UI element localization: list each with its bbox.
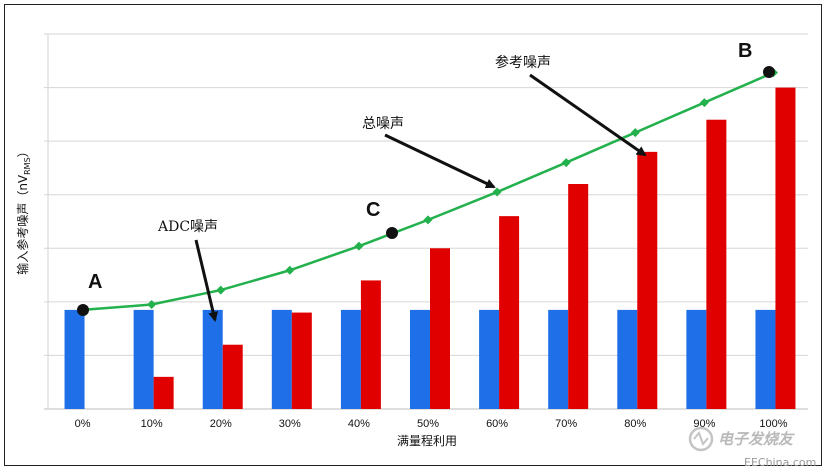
x-tick-label: 30% [279, 418, 301, 430]
annotation-reference-noise: 参考噪声 [495, 54, 551, 71]
total-noise-point [561, 158, 571, 168]
watermark-logo-text: 电子发烧友 [718, 430, 795, 448]
bar-adc-noise [548, 309, 569, 409]
bar-reference-noise [222, 344, 243, 409]
bar-adc-noise [617, 309, 638, 409]
x-tick-label: 50% [417, 418, 439, 430]
x-tick-label: 80% [624, 418, 646, 430]
point-c-label: C [366, 199, 380, 221]
total-noise-point [423, 215, 433, 225]
total-noise-point [699, 98, 709, 108]
bar-reference-noise [291, 312, 312, 409]
y-axis-title-close: ） [16, 145, 30, 157]
bar-adc-noise [133, 309, 154, 409]
x-tick-label: 100% [759, 418, 787, 430]
watermark-logo-icon [688, 426, 714, 452]
point-a-label: A [88, 271, 102, 293]
total-noise-point [492, 187, 502, 197]
annotation-adc-noise: ADC噪声 [157, 219, 218, 235]
bar-adc-noise [340, 309, 361, 409]
bar-reference-noise [775, 87, 796, 410]
y-axis-title-main: 输入参考噪声（nV [15, 174, 30, 275]
arrow-adc-noise [194, 239, 219, 322]
point-b-marker [763, 66, 775, 78]
x-axis-title: 满量程利用 [397, 433, 457, 448]
line-total-noise [82, 71, 774, 312]
x-tick-label: 20% [210, 418, 232, 430]
bar-adc-noise [410, 309, 430, 409]
point-c-marker [386, 227, 398, 239]
bar-adc-noise [755, 309, 776, 409]
x-tick-label: 10% [141, 418, 163, 430]
watermark-logo-wave [693, 431, 709, 446]
bar-adc-noise [271, 309, 292, 409]
x-tick-label: 0% [75, 418, 91, 430]
bar-adc-noise [686, 309, 707, 409]
bar-reference-noise [430, 248, 450, 409]
x-tick-label: 40% [348, 418, 370, 430]
bar-adc-noise [202, 309, 223, 409]
arrow-total-noise [384, 133, 496, 189]
point-a-marker [77, 304, 89, 316]
total-noise-point [216, 285, 226, 295]
x-tick-label: 70% [555, 418, 577, 430]
y-axis-title-sub: RMS [23, 157, 32, 175]
y-axis-title: 输入参考噪声（nVRMS） [15, 145, 32, 274]
total-noise-point [630, 128, 640, 138]
point-b-label: B [738, 40, 752, 62]
bar-reference-noise [153, 376, 174, 409]
x-tick-label: 60% [486, 418, 508, 430]
watermark-site: EEChina.com [744, 456, 816, 469]
bar-reference-noise [360, 280, 381, 409]
bar-reference-noise [568, 184, 589, 409]
bar-adc-noise [64, 309, 85, 409]
total-noise-point [285, 265, 295, 275]
total-noise-point [354, 241, 364, 251]
bar-adc-noise [479, 309, 500, 409]
bar-reference-noise [637, 151, 658, 409]
total-noise-point [147, 300, 157, 310]
bar-reference-noise [706, 119, 727, 409]
arrow-reference-noise [529, 73, 647, 157]
bar-reference-noise [499, 216, 520, 409]
annotation-total-noise: 总噪声 [362, 116, 404, 132]
